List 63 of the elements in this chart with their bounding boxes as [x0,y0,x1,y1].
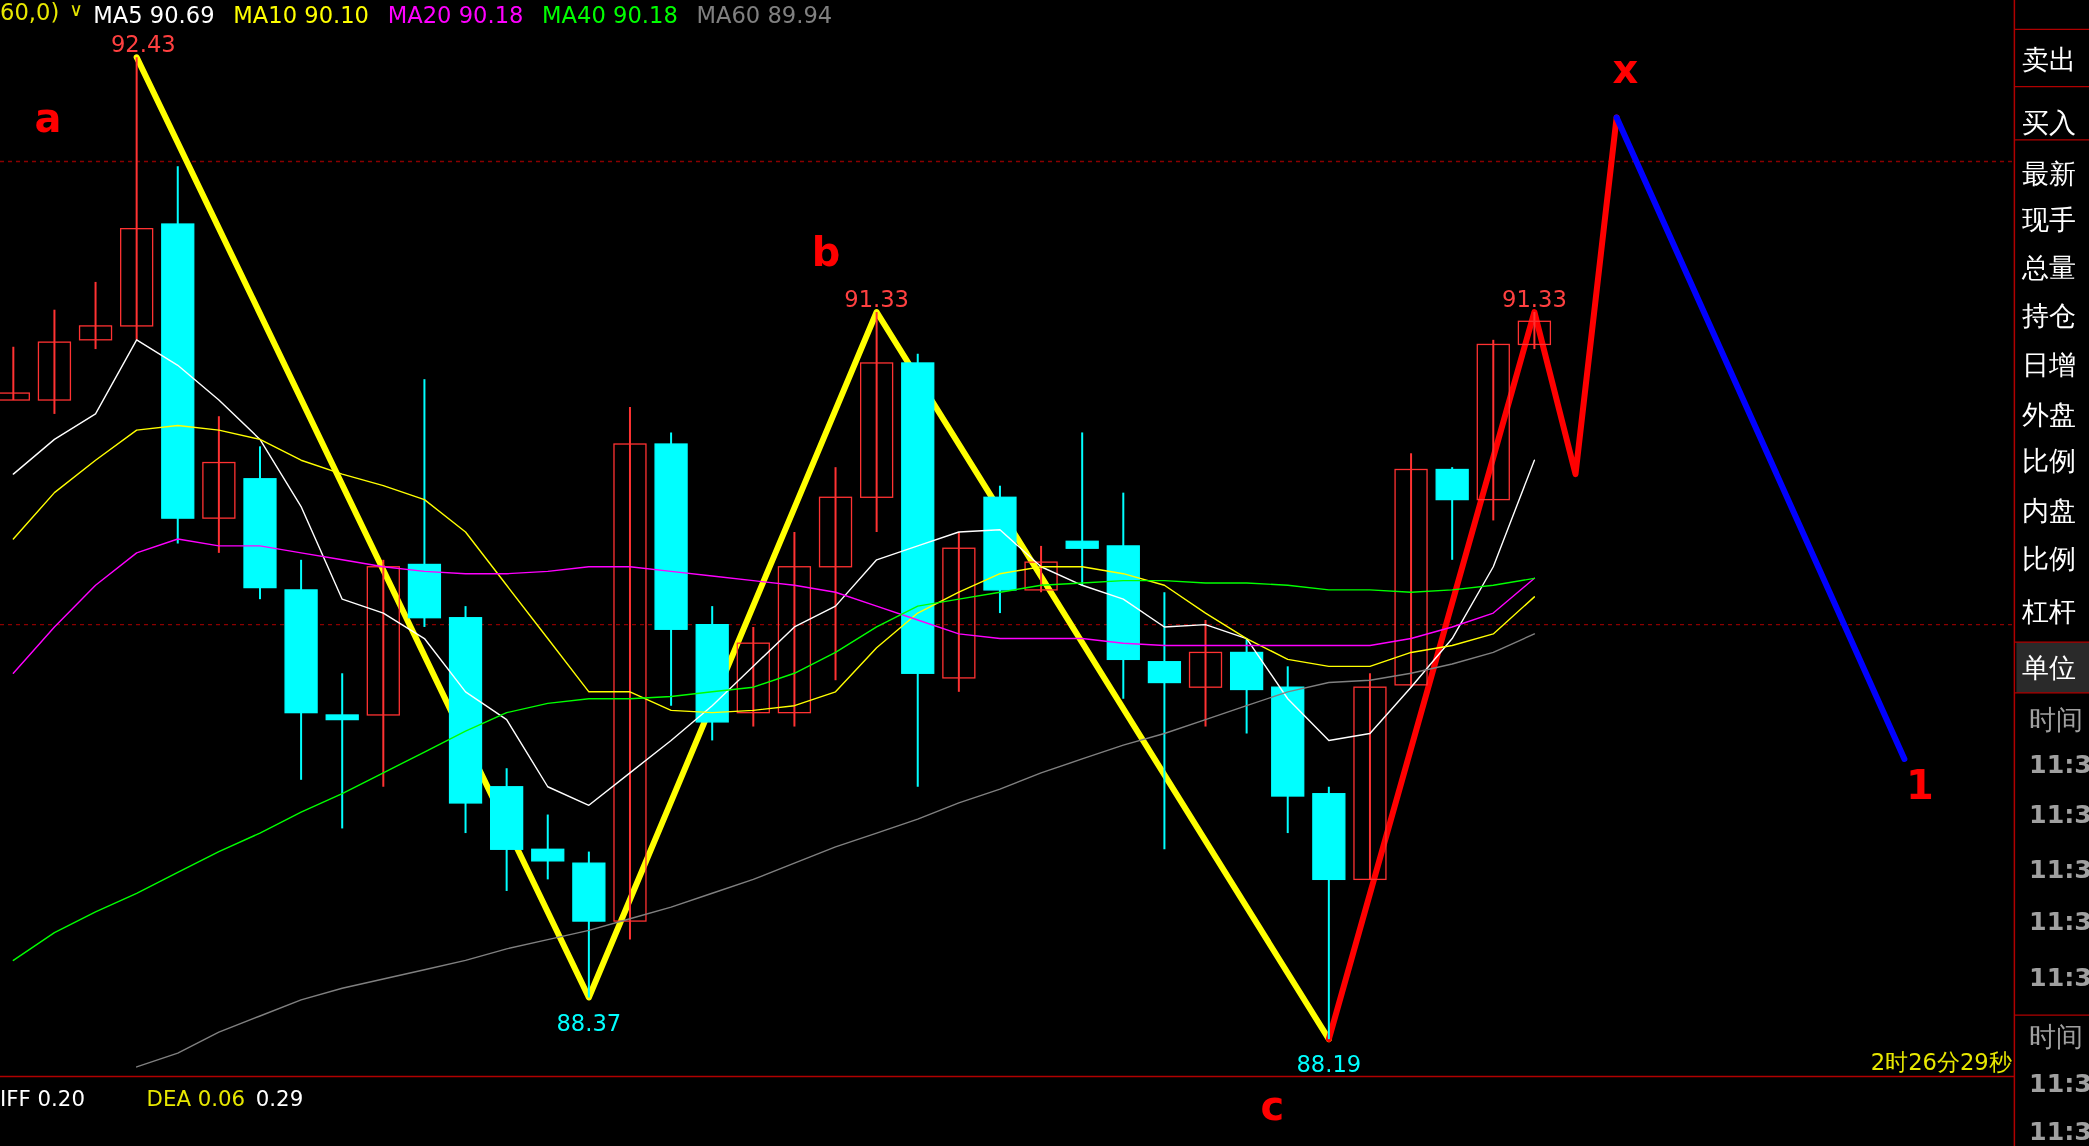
candlestick [1353,672,1387,881]
legend: MA10 90.10 [233,1,369,28]
legend: MA20 90.18 [387,1,524,28]
candlestick [777,531,812,728]
annotation: 2时26分29秒 [1870,1048,2012,1075]
candlestick [736,625,770,728]
candlestick [1065,431,1099,587]
legend: MA40 90.18 [542,1,678,28]
annotation: 日增 [2022,349,2077,381]
candlestick [120,56,154,341]
annotation: x [1612,45,1639,92]
annotation: 比例 [2022,445,2077,477]
annotation: 外盘 [2022,398,2077,430]
annotation: 11:3 [2029,962,2089,992]
legend: MA5 90.69 [93,1,215,28]
annotation: 88.19 [1296,1051,1362,1078]
annotation: 单位 [2022,651,2077,683]
candlestick [1024,544,1058,594]
candlestick [202,415,236,554]
annotation: 91.33 [844,285,909,312]
annotation: 比例 [2022,542,2077,574]
candlestick [942,531,976,693]
annotation: IFF 0.20 [0,1085,85,1111]
candlestick [1147,591,1182,851]
annotation: 92.43 [110,30,176,57]
annotation: 卖出 [2022,44,2077,76]
candlestick [1517,311,1552,351]
annotation: DEA 0.06 [146,1085,246,1111]
annotation: 0.29 [255,1085,304,1111]
annotation: 现手 [2022,204,2077,236]
annotation: 时间 [2029,703,2084,735]
candlestick [325,672,359,830]
candlestick [860,311,894,534]
candlestick [1188,619,1223,728]
annotation: c [1260,1083,1285,1130]
annotation: a [34,94,62,141]
legend: MA60 89.94 [696,1,833,28]
candlestick [37,308,72,415]
annotation: 88.37 [556,1009,622,1036]
annotation: 60,0) [0,0,60,25]
candlestick [818,466,853,682]
candlestick [366,558,400,788]
annotation: 11:3 [2029,906,2089,936]
annotation: 11:3 [2029,1069,2089,1099]
annotation: 时间 [2029,1020,2084,1052]
annotation: 内盘 [2022,494,2077,526]
annotation: b [811,229,841,276]
annotation: 杠杆 [2022,595,2077,627]
annotation: 11:3 [2029,854,2089,884]
annotation: 最新 [2022,157,2077,189]
candlestick [613,405,647,941]
annotation: 11:3 [2029,1117,2089,1146]
annotation: 买入 [2022,106,2077,138]
candlestick [1476,338,1510,522]
annotation: 91.33 [1502,285,1567,312]
annotation: 持仓 [2022,300,2077,332]
candlestick [1394,452,1428,689]
candlestick [78,280,113,351]
annotation: 11:3 [2029,800,2089,830]
annotation: 1 [1905,762,1934,809]
annotation: 11:3 [2029,749,2089,779]
annotation: 总量 [2022,252,2077,284]
annotation: ∨ [69,0,83,20]
